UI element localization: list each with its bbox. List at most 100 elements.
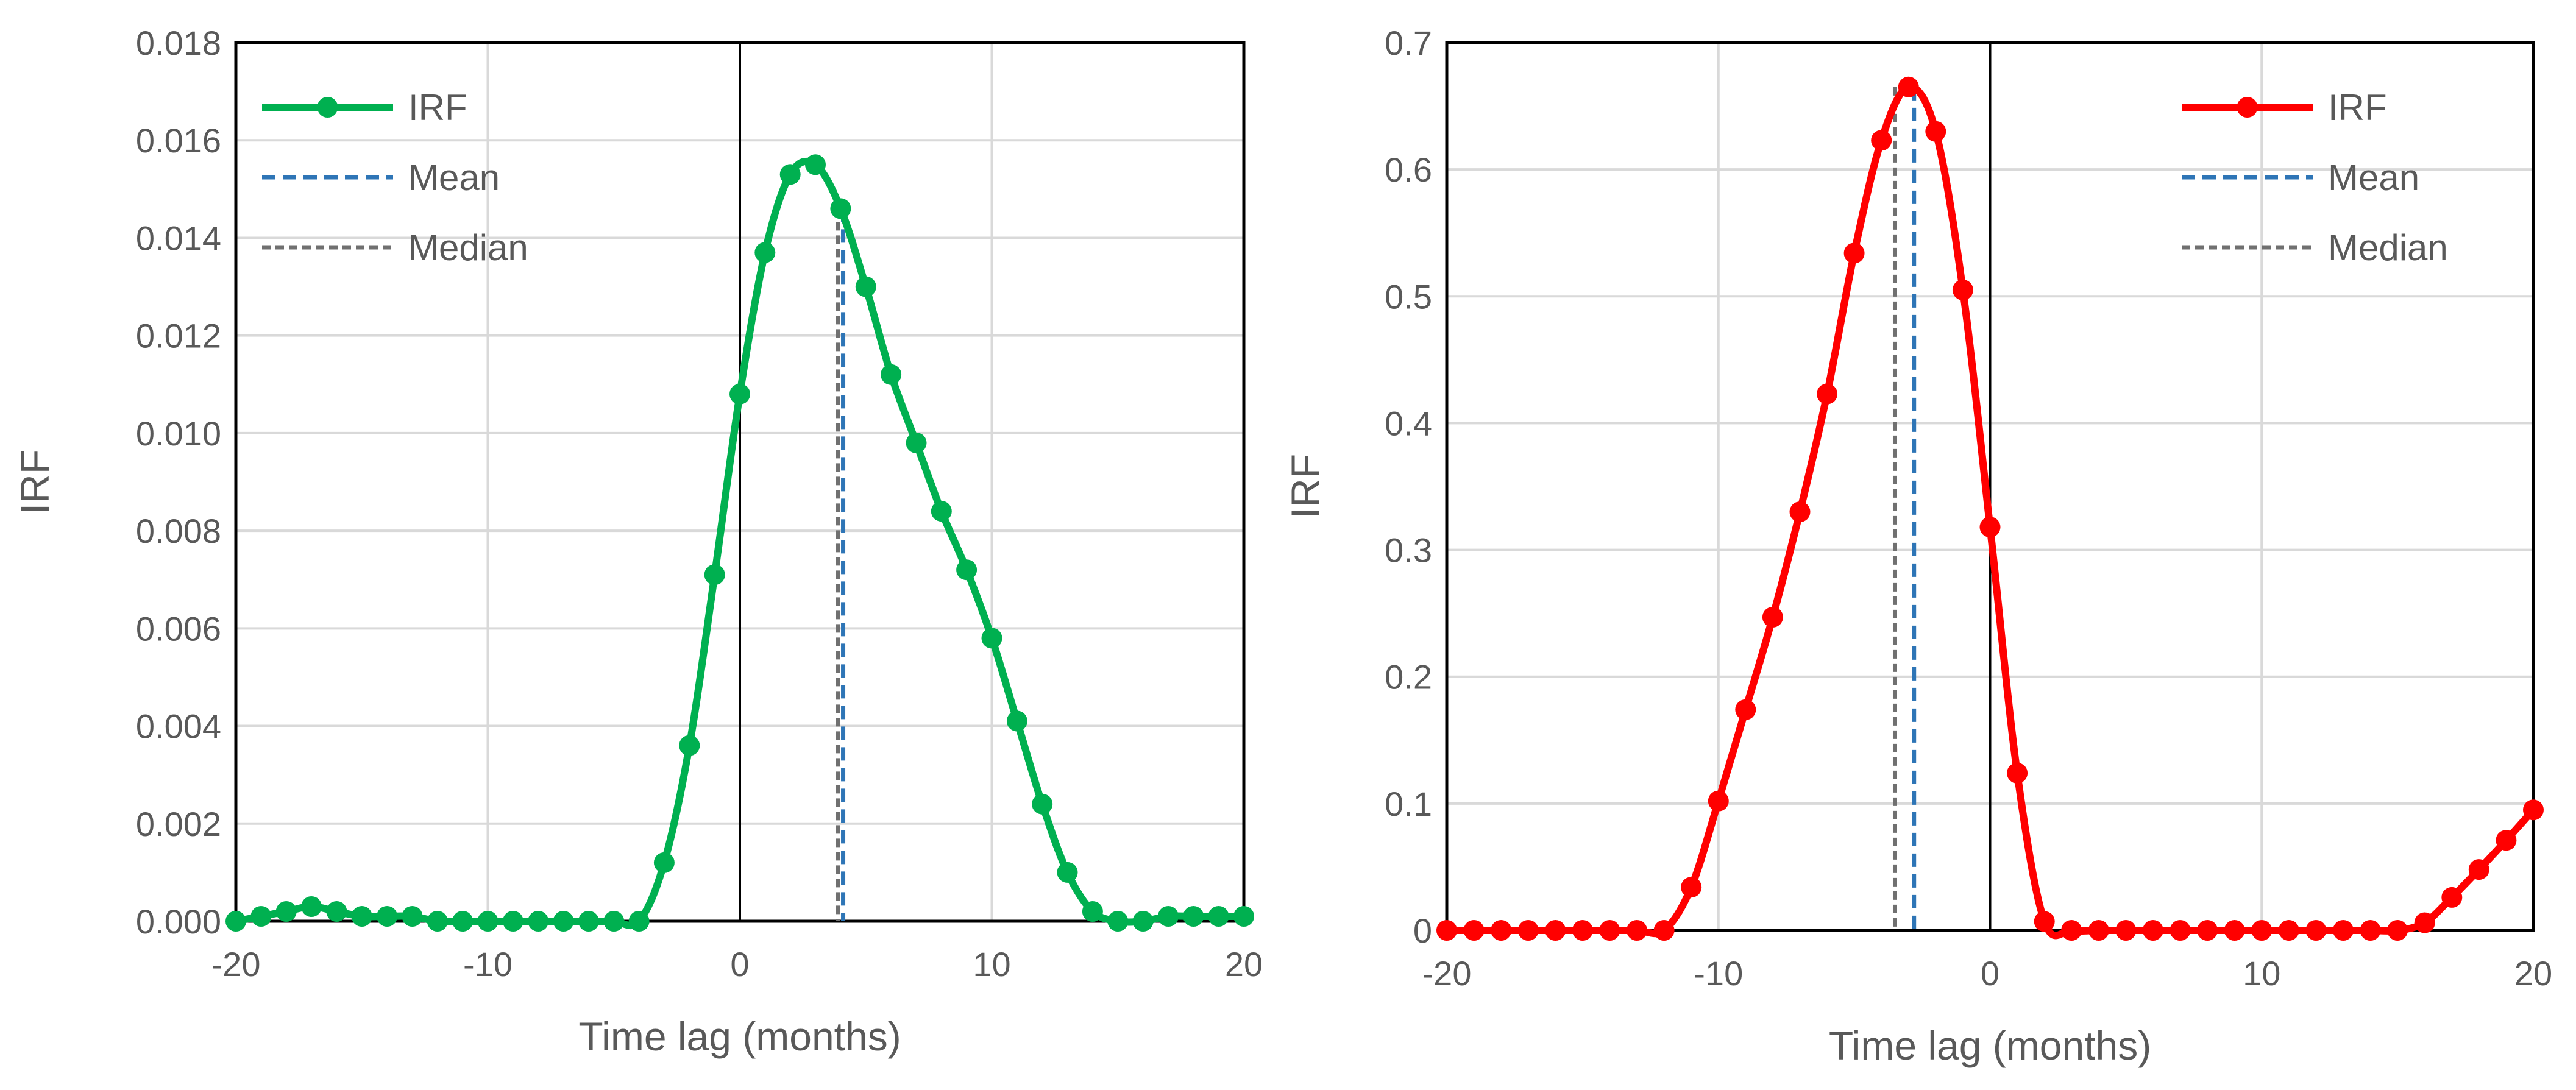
irf-data-point (502, 911, 523, 932)
chart-panel-1: 0.000 0.002 0.004 0.006 0.008 0.010 0.012 0.014… (12, 24, 1263, 1059)
chart-panel-2: 0 0.1 0.2 0.3 0.4 0.5 0.6 0.7 -20 -10 0 10 20 Time la… (1283, 24, 2552, 1068)
irf-data-point (1006, 710, 1027, 732)
irf-data-point (2414, 912, 2435, 933)
irf-data-point (553, 911, 574, 932)
x-axis-title: Time lag (months) (1829, 1023, 2151, 1068)
irf-data-point (881, 364, 902, 385)
x-tick-label: 0 (1981, 954, 1999, 993)
y-tick-label: 0.2 (1385, 658, 1432, 696)
y-tick-label: 0.002 (136, 805, 221, 843)
irf-data-point (351, 906, 372, 927)
irf-data-point (1233, 906, 1254, 927)
irf-data-point (779, 164, 801, 185)
irf-data-point (729, 383, 750, 405)
irf-data-point (2333, 920, 2354, 941)
irf-data-point (1681, 877, 1702, 898)
irf-data-point (427, 911, 448, 932)
y-tick-label: 0.4 (1385, 404, 1432, 442)
y-tick-label: 0.012 (136, 317, 221, 355)
legend: IRF Mean Median (2182, 87, 2448, 268)
irf-data-point (1545, 920, 1566, 941)
irf-data-point (1572, 920, 1593, 941)
irf-data-point (402, 906, 423, 927)
x-tick-label: 10 (2243, 954, 2280, 993)
irf-data-point (250, 906, 272, 927)
irf-data-point (2251, 920, 2273, 941)
irf-data-point (1032, 793, 1053, 815)
irf-data-point (1158, 906, 1179, 927)
irf-data-point (2468, 859, 2489, 880)
y-tick-label: 0.6 (1385, 150, 1432, 189)
irf-data-point (1735, 699, 1756, 720)
irf-data-point (1107, 911, 1129, 932)
irf-data-point (2278, 920, 2299, 941)
y-axis-title: IRF (12, 450, 57, 514)
y-tick-label: 0.018 (136, 24, 221, 62)
irf-data-point (1843, 242, 1865, 264)
y-tick-label: 0.014 (136, 219, 221, 257)
plot-area-border (1445, 41, 2535, 932)
x-axis-title: Time lag (months) (578, 1014, 901, 1059)
legend-irf-marker (317, 97, 338, 118)
irf-data-point (2115, 920, 2137, 941)
irf-data-point (1925, 121, 1946, 142)
y-tick-label: 0.004 (136, 707, 221, 746)
legend-irf-label: IRF (408, 87, 467, 128)
irf-data-point (2061, 920, 2082, 941)
x-tick-label: -20 (1422, 954, 1472, 993)
legend-mean-label: Mean (2328, 157, 2419, 198)
irf-data-point (1653, 920, 1675, 941)
irf-data-point (2496, 830, 2517, 851)
y-tick-label: 0.000 (136, 902, 221, 941)
irf-data-point (603, 911, 625, 932)
irf-data-point (906, 432, 927, 453)
irf-data-point (1871, 130, 1892, 151)
legend-irf-label: IRF (2328, 87, 2387, 128)
irf-data-point (377, 906, 398, 927)
irf-data-point (1208, 906, 1229, 927)
irf-data-point (2305, 920, 2327, 941)
y-tick-label: 0.008 (136, 512, 221, 550)
y-tick-label: 0.5 (1385, 277, 1432, 316)
irf-data-point (1952, 279, 1973, 300)
irf-data-point (2007, 762, 2028, 784)
x-tick-label: 20 (2514, 954, 2552, 993)
y-axis-title: IRF (1283, 454, 1328, 518)
plot-area-border (234, 41, 1246, 923)
irf-data-point (477, 911, 499, 932)
irf-data-point (1979, 517, 2001, 538)
x-tick-label: -10 (1694, 954, 1743, 993)
irf-data-point (2523, 799, 2544, 821)
x-tick-label: -20 (211, 945, 261, 983)
irf-data-point (931, 501, 952, 522)
irf-data-point (578, 911, 599, 932)
irf-data-point (1789, 501, 1811, 523)
y-tick-label: 0.7 (1385, 24, 1432, 62)
irf-data-point (1082, 901, 1103, 922)
irf-data-point (1762, 606, 1783, 628)
irf-data-point (2360, 920, 2381, 941)
irf-data-point (704, 564, 725, 586)
irf-data-point (2170, 920, 2191, 941)
irf-data-point (528, 911, 549, 932)
legend-irf-marker (2237, 97, 2258, 118)
irf-data-point (1463, 920, 1485, 941)
irf-data-point (2197, 920, 2218, 941)
y-tick-label: 0.010 (136, 414, 221, 453)
irf-data-point (1708, 790, 1729, 812)
irf-data-point (2224, 920, 2245, 941)
irf-data-point (326, 901, 347, 922)
legend-mean-label: Mean (408, 157, 500, 198)
irf-data-point (1599, 920, 1620, 941)
irf-data-point (1436, 920, 1457, 941)
irf-data-point (301, 896, 322, 917)
irf-data-point (1627, 920, 1647, 941)
irf-data-point (2088, 920, 2109, 941)
irf-data-point (679, 735, 700, 756)
x-tick-label: 0 (730, 945, 749, 983)
irf-data-point (275, 901, 297, 922)
y-tick-label: 0.006 (136, 609, 221, 648)
irf-data-point (452, 911, 474, 932)
irf-data-point (225, 911, 246, 932)
